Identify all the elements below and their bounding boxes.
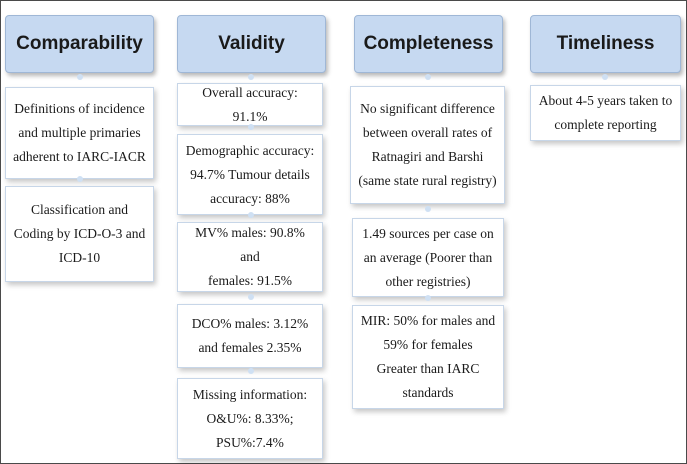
comparability-item-1-text: Definitions of incidence and multiple pr…	[13, 101, 146, 164]
connector-dot	[425, 295, 431, 301]
connector-dot	[77, 74, 83, 80]
header-completeness: Completeness	[354, 15, 503, 73]
header-timeliness: Timeliness	[530, 15, 681, 73]
header-comparability: Comparability	[5, 15, 154, 73]
completeness-item-3-text: MIR: 50% for males and 59% for females G…	[360, 313, 496, 400]
connector-dot	[248, 294, 254, 300]
validity-item-2: Demographic accuracy: 94.7% Tumour detai…	[177, 134, 323, 215]
comparability-item-2: Classification and Coding by ICD-O-3 and…	[5, 186, 154, 282]
validity-item-1-text: Overall accuracy: 91.1%	[202, 84, 298, 124]
completeness-item-2-text: 1.49 sources per case on an average (Poo…	[362, 225, 494, 289]
timeliness-item-1-text: About 4-5 years taken to complete report…	[538, 93, 673, 132]
completeness-item-1: No significant difference between overal…	[350, 86, 505, 204]
connector-dot	[248, 74, 254, 80]
completeness-item-2: 1.49 sources per case on an average (Poo…	[352, 218, 504, 297]
connector-dot	[602, 74, 608, 80]
comparability-item-1: Definitions of incidence and multiple pr…	[5, 87, 154, 179]
header-validity: Validity	[177, 15, 326, 73]
comparability-item-2-text: Classification and Coding by ICD-O-3 and…	[13, 202, 146, 265]
connector-dot	[248, 212, 254, 218]
validity-item-2-text: Demographic accuracy: 94.7% Tumour detai…	[185, 142, 315, 206]
validity-item-4-text: DCO% males: 3.12% and females 2.35%	[191, 316, 309, 355]
timeliness-item-1: About 4-5 years taken to complete report…	[530, 85, 681, 141]
validity-item-3-text: MV% males: 90.8% and females: 91.5%	[195, 225, 305, 288]
connector-dot	[77, 176, 83, 182]
connector-dot	[425, 206, 431, 212]
validity-item-5-text: Missing information: O&U%: 8.33%; PSU%:7…	[192, 386, 308, 450]
connector-dot	[425, 74, 431, 80]
connector-dot	[248, 368, 254, 374]
completeness-item-1-text: No significant difference between overal…	[358, 101, 497, 188]
completeness-item-3: MIR: 50% for males and 59% for females G…	[352, 305, 504, 409]
validity-item-3: MV% males: 90.8% and females: 91.5%	[177, 222, 323, 292]
validity-item-4: DCO% males: 3.12% and females 2.35%	[177, 304, 323, 368]
validity-item-1: Overall accuracy: 91.1%	[177, 83, 323, 126]
validity-item-5: Missing information: O&U%: 8.33%; PSU%:7…	[177, 378, 323, 459]
connector-dot	[248, 124, 254, 130]
